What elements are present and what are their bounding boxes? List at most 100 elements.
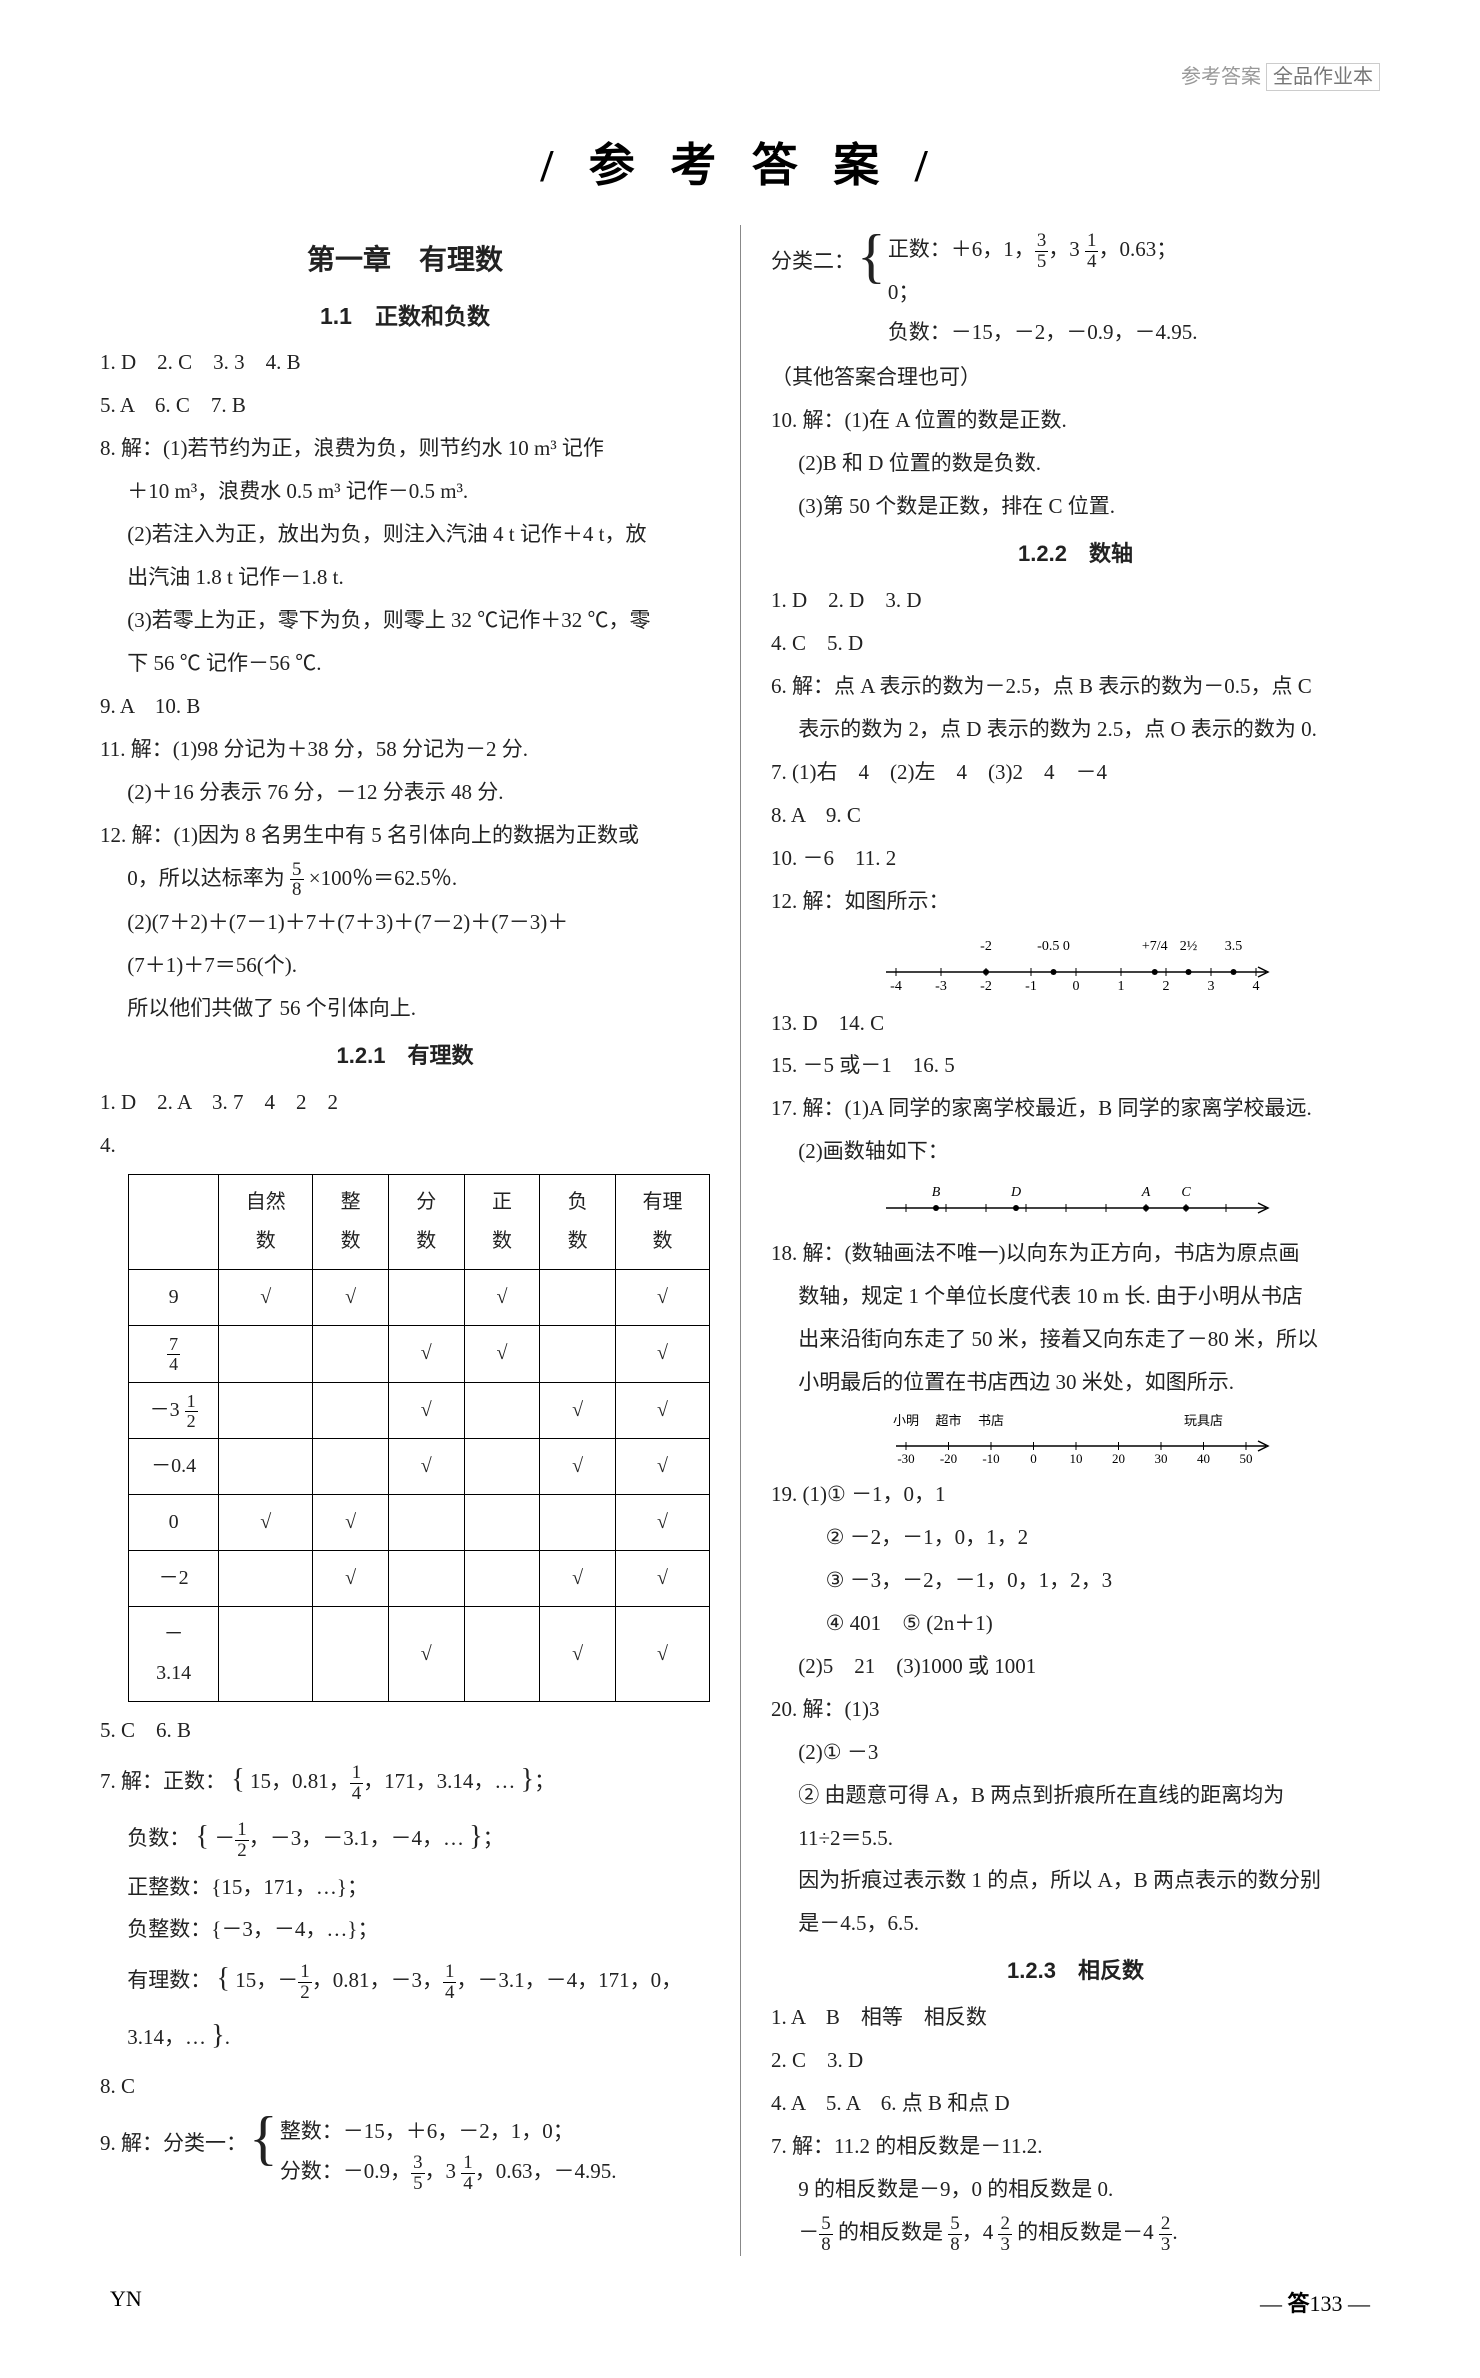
brace-classification-1: 9. 解：分类一： { 整数：－15，＋6，－2，1，0； 分数：－0.9，35… <box>100 2111 710 2194</box>
answer-line: 5. A 6. C 7. B <box>100 385 710 426</box>
answer-line: ＋10 m³，浪费水 0.5 m³ 记作－0.5 m³. <box>100 471 710 512</box>
answer-line: 5. C 6. B <box>100 1710 710 1751</box>
answer-line: ② －2，－1，0，1，2 <box>771 1517 1380 1558</box>
cell: √ <box>615 1269 709 1325</box>
page: 参考答案 全品作业本 / 参 考 答 案 / 第一章 有理数 1.1 正数和负数… <box>0 0 1480 2378</box>
cell: √ <box>464 1269 540 1325</box>
cell: √ <box>615 1325 709 1382</box>
brace-line: 0； <box>888 272 1198 313</box>
cell <box>540 1495 616 1551</box>
cell: √ <box>219 1495 313 1551</box>
answer-line: 1. D 2. D 3. D <box>771 580 1380 621</box>
svg-text:+7/4: +7/4 <box>1141 939 1167 954</box>
cell <box>219 1607 313 1702</box>
answer-line: (3)若零上为正，零下为负，则零上 32 ℃记作＋32 ℃，零 <box>100 600 710 641</box>
answer-line: (2)画数轴如下： <box>771 1131 1380 1172</box>
footer-right: — 答133 — <box>1260 2286 1370 2318</box>
table-row: －0.4 √ √ √ <box>129 1439 710 1495</box>
svg-text:-30: -30 <box>897 1451 914 1466</box>
answer-line: 1. D 2. A 3. 7 4 2 2 <box>100 1082 710 1123</box>
brace-classification-2: 分类二： { 正数：＋6，1，35，3 14，0.63； 0； 负数：－15，－… <box>771 229 1380 353</box>
brace-label: 9. 解：分类一： <box>100 2111 247 2194</box>
cell: √ <box>540 1382 616 1439</box>
answer-line: 7. 解：11.2 的相反数是－11.2. <box>771 2126 1380 2167</box>
cell: √ <box>615 1495 709 1551</box>
classification-table: 自然数 整数 分数 正数 负数 有理数 9 √ √ √ √ 74 <box>128 1174 710 1703</box>
section-1-2-3: 1.2.3 相反数 <box>771 1950 1380 1993</box>
row-label: －3.14 <box>129 1607 219 1702</box>
main-title: / 参 考 答 案 / <box>100 129 1380 195</box>
cell <box>313 1607 389 1702</box>
column-right: 分类二： { 正数：＋6，1，35，3 14，0.63； 0； 负数：－15，－… <box>740 225 1380 2256</box>
answer-line: (2)5 21 (3)1000 或 1001 <box>771 1646 1380 1687</box>
answer-line: 正整数：{15，171，…}； <box>100 1867 710 1908</box>
brace-line: 整数：－15，＋6，－2，1，0； <box>280 2111 617 2152</box>
cell <box>219 1439 313 1495</box>
cell <box>464 1551 540 1607</box>
answer-line: （其他答案合理也可） <box>771 357 1380 398</box>
row-label: 74 <box>129 1325 219 1382</box>
th: 正数 <box>464 1174 540 1269</box>
answer-line: 所以他们共做了 56 个引体向上. <box>100 988 710 1029</box>
cell: √ <box>313 1551 389 1607</box>
answer-line: 数轴，规定 1 个单位长度代表 10 m 长. 由于小明从书店 <box>771 1276 1380 1317</box>
footer-left: YN <box>110 2286 142 2318</box>
svg-text:-4: -4 <box>890 979 902 994</box>
answer-line: (2)B 和 D 位置的数是负数. <box>771 443 1380 484</box>
brand-label: 全品作业本 <box>1266 63 1380 91</box>
text: 的相反数是 <box>833 2220 949 2244</box>
text: ，0.63，－4.95. <box>475 2159 617 2183</box>
text: 7. 解：正数： <box>100 1769 226 1793</box>
svg-text:超市: 超市 <box>935 1413 961 1428</box>
cell: √ <box>219 1269 313 1325</box>
svg-text:4: 4 <box>1252 979 1259 994</box>
answer-line: 负数： { －12，－3，－3.1，－4，… }； <box>100 1810 710 1865</box>
th: 有理数 <box>615 1174 709 1269</box>
svg-text:30: 30 <box>1154 1451 1167 1466</box>
answer-line: 4. A 5. A 6. 点 B 和点 D <box>771 2083 1380 2124</box>
table-row: 0 √ √ √ <box>129 1495 710 1551</box>
answer-line: 11÷2＝5.5. <box>771 1818 1380 1859</box>
answer-line: 8. 解：(1)若节约为正，浪费为负，则节约水 10 m³ 记作 <box>100 428 710 469</box>
svg-text:10: 10 <box>1069 1451 1082 1466</box>
section-1-2-1: 1.2.1 有理数 <box>100 1035 710 1078</box>
left-brace-icon: { <box>247 2111 280 2194</box>
table-row: －3 12 √ √ √ <box>129 1382 710 1439</box>
answer-line: 小明最后的位置在书店西边 30 米处，如图所示. <box>771 1362 1380 1403</box>
left-brace-icon: { <box>855 229 888 353</box>
answer-line: 是－4.5，6.5. <box>771 1903 1380 1944</box>
answer-line: 7. (1)右 4 (2)左 4 (3)2 4 －4 <box>771 752 1380 793</box>
content-columns: 第一章 有理数 1.1 正数和负数 1. D 2. C 3. 3 4. B 5.… <box>100 225 1380 2256</box>
th: 负数 <box>540 1174 616 1269</box>
answer-line: (2)＋16 分表示 76 分，－12 分表示 48 分. <box>100 772 710 813</box>
svg-text:20: 20 <box>1112 1451 1125 1466</box>
answer-line: －58 的相反数是 58，4 23 的相反数是－4 23. <box>771 2212 1380 2255</box>
answer-line: 表示的数为 2，点 D 表示的数为 2.5，点 O 表示的数为 0. <box>771 709 1380 750</box>
text: 有理数： <box>127 1968 211 1992</box>
svg-text:小明: 小明 <box>892 1413 918 1428</box>
brace-line: 正数：＋6，1，35，3 14，0.63； <box>888 229 1198 272</box>
page-footer: YN — 答133 — <box>100 2286 1380 2318</box>
brace-line: 负数：－15，－2，－0.9，－4.95. <box>888 312 1198 353</box>
answer-line: 10. 解：(1)在 A 位置的数是正数. <box>771 400 1380 441</box>
svg-text:玩具店: 玩具店 <box>1183 1413 1222 1428</box>
cell <box>464 1439 540 1495</box>
cell <box>540 1325 616 1382</box>
fraction-5-8: 58 <box>290 860 303 901</box>
answer-line: 19. (1)① －1，0，1 <box>771 1474 1380 1515</box>
answer-line: (3)第 50 个数是正数，排在 C 位置. <box>771 486 1380 527</box>
answer-line: 有理数： { 15，－12，0.81，－3，14，－3.1，－4，171，0， <box>100 1952 710 2007</box>
table-header-row: 自然数 整数 分数 正数 负数 有理数 <box>129 1174 710 1269</box>
row-label: 0 <box>129 1495 219 1551</box>
svg-text:2: 2 <box>1162 979 1169 994</box>
cell: √ <box>615 1439 709 1495</box>
cell <box>388 1551 464 1607</box>
answer-line: 0，所以达标率为 58 ×100％＝62.5％. <box>100 858 710 901</box>
table-row: 74 √ √ √ <box>129 1325 710 1382</box>
text: － <box>798 2220 819 2244</box>
svg-text:-20: -20 <box>939 1451 956 1466</box>
column-left: 第一章 有理数 1.1 正数和负数 1. D 2. C 3. 3 4. B 5.… <box>100 225 740 2256</box>
cell: √ <box>464 1325 540 1382</box>
svg-text:C: C <box>1181 1185 1191 1200</box>
cell <box>313 1439 389 1495</box>
